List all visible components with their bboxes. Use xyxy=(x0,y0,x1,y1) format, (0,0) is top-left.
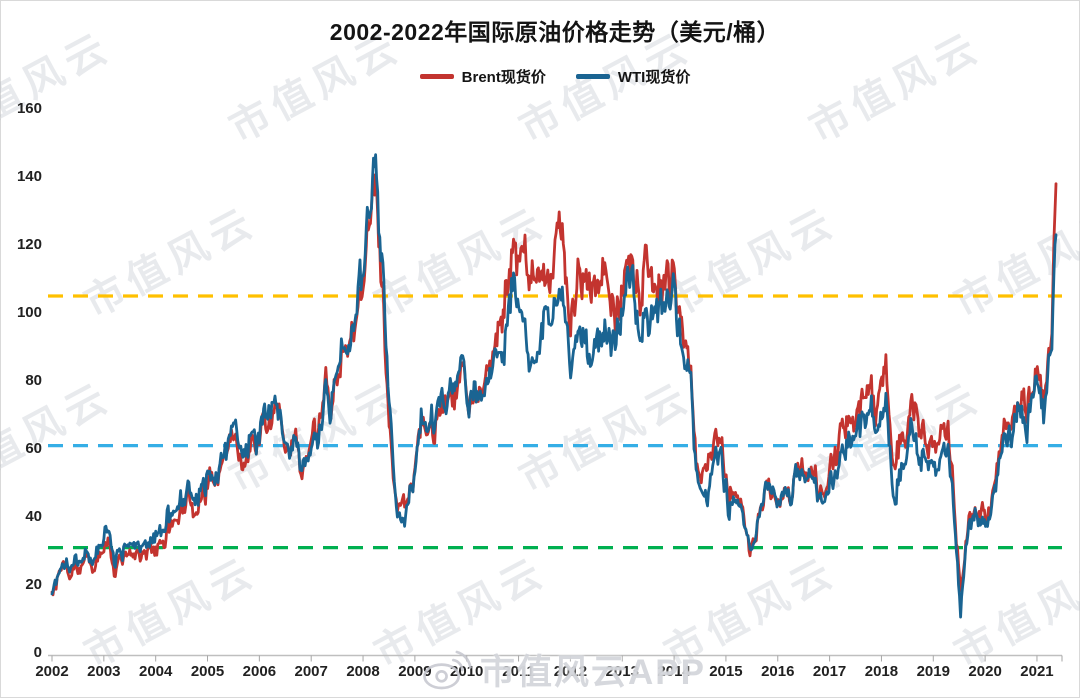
y-tick-label-100: 100 xyxy=(16,304,42,321)
x-tick-label-2014: 2014 xyxy=(657,663,691,680)
chart-legend: Brent现货价 WTI现货价 xyxy=(48,66,1062,87)
x-tick-label-2002: 2002 xyxy=(35,663,69,680)
y-tick-label-0: 0 xyxy=(33,644,42,661)
x-tick-label-2016: 2016 xyxy=(761,663,795,680)
x-tick-label-2021: 2021 xyxy=(1020,663,1054,680)
x-tick-label-2008: 2008 xyxy=(346,663,380,680)
x-tick-label-2003: 2003 xyxy=(87,663,121,680)
x-tick-label-2019: 2019 xyxy=(916,663,950,680)
y-tick-label-160: 160 xyxy=(16,100,42,117)
x-tick-label-2011: 2011 xyxy=(502,663,535,680)
y-tick-label-120: 120 xyxy=(16,236,42,253)
wti-legend-label: WTI现货价 xyxy=(617,69,691,86)
x-tick-label-2004: 2004 xyxy=(138,663,173,680)
brent-series-line xyxy=(50,173,1058,597)
y-tick-label-40: 40 xyxy=(25,508,42,525)
x-tick-label-2007: 2007 xyxy=(294,663,328,680)
y-tick-label-140: 140 xyxy=(16,168,42,185)
x-tick-label-2005: 2005 xyxy=(190,663,225,680)
y-tick-label-20: 20 xyxy=(25,576,42,593)
y-tick-label-60: 60 xyxy=(25,440,42,457)
x-tick-label-2015: 2015 xyxy=(709,663,743,680)
wti-line-swatch xyxy=(575,74,610,79)
x-tick-label-2006: 2006 xyxy=(242,663,277,680)
chart-title: 2002-2022年国际原油价格走势（美元/桶） xyxy=(329,19,781,45)
x-tick-label-2009: 2009 xyxy=(398,663,432,680)
brent-legend-label: Brent现货价 xyxy=(461,69,546,86)
x-tick-label-2013: 2013 xyxy=(605,663,639,680)
x-tick-label-2012: 2012 xyxy=(553,663,588,680)
wti-series-line xyxy=(50,153,1058,619)
y-tick-label-80: 80 xyxy=(25,372,42,389)
x-tick-label-2010: 2010 xyxy=(450,663,484,680)
brent-line-swatch xyxy=(419,74,454,79)
legend-item-brent: Brent现货价 xyxy=(419,66,546,87)
legend-item-wti: WTI现货价 xyxy=(575,66,691,87)
x-tick-label-2020: 2020 xyxy=(968,663,1002,680)
x-tick-label-2018: 2018 xyxy=(864,663,899,680)
x-tick-label-2017: 2017 xyxy=(812,663,847,680)
